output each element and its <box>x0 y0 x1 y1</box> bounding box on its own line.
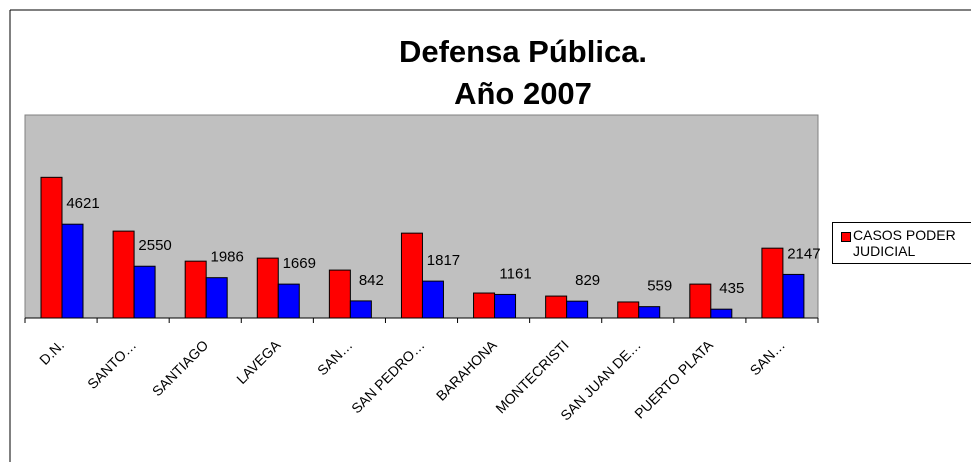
chart-title: Defensa Pública. <box>399 34 647 69</box>
bar <box>638 306 661 319</box>
x-tick-label: BARAHONA <box>433 336 500 403</box>
bar <box>40 176 63 319</box>
bar <box>782 273 805 319</box>
bar <box>566 300 589 319</box>
bar <box>494 293 517 319</box>
data-label: 829 <box>575 272 600 289</box>
x-tick-label: SAN… <box>747 337 789 379</box>
data-label: 1986 <box>210 249 243 266</box>
chart-subtitle: Año 2007 <box>454 76 592 111</box>
data-label: 2550 <box>138 237 171 254</box>
bar <box>545 295 568 319</box>
bar <box>617 301 640 319</box>
bar <box>349 300 372 319</box>
bar <box>277 283 300 319</box>
data-label: 1817 <box>427 252 460 269</box>
legend-swatch <box>841 232 851 242</box>
data-label: 1161 <box>499 265 531 282</box>
bar <box>400 232 423 319</box>
legend-label: CASOS PODER JUDICIAL <box>853 227 956 259</box>
bar <box>473 292 496 319</box>
bar <box>421 280 444 319</box>
legend: CASOS PODER JUDICIAL <box>832 222 971 264</box>
bar <box>328 269 351 319</box>
bar <box>761 247 784 319</box>
bar <box>184 260 207 319</box>
x-tick-label: MONTECRISTI <box>492 337 572 417</box>
data-label: 435 <box>719 280 744 297</box>
data-label: 842 <box>359 272 384 289</box>
x-tick-label: SAN… <box>314 337 356 379</box>
bar <box>133 265 156 319</box>
x-tick-label: LAVEGA <box>233 336 284 387</box>
bar <box>112 230 135 319</box>
bar <box>689 283 712 319</box>
bar <box>256 257 279 319</box>
bar <box>61 223 84 319</box>
data-label: 1669 <box>283 255 316 272</box>
bar <box>205 277 228 319</box>
x-tick-label: SANTO… <box>84 337 139 392</box>
x-tick-label: D.N. <box>36 337 67 368</box>
x-tick-label: SAN PEDRO… <box>348 337 428 417</box>
data-label: 4621 <box>66 195 99 212</box>
bar <box>710 308 733 319</box>
x-tick-label: SANTIAGO <box>149 337 212 400</box>
data-label: 559 <box>647 278 672 295</box>
data-label: 2147 <box>787 245 820 262</box>
x-tick-label: PUERTO PLATA <box>631 336 716 421</box>
